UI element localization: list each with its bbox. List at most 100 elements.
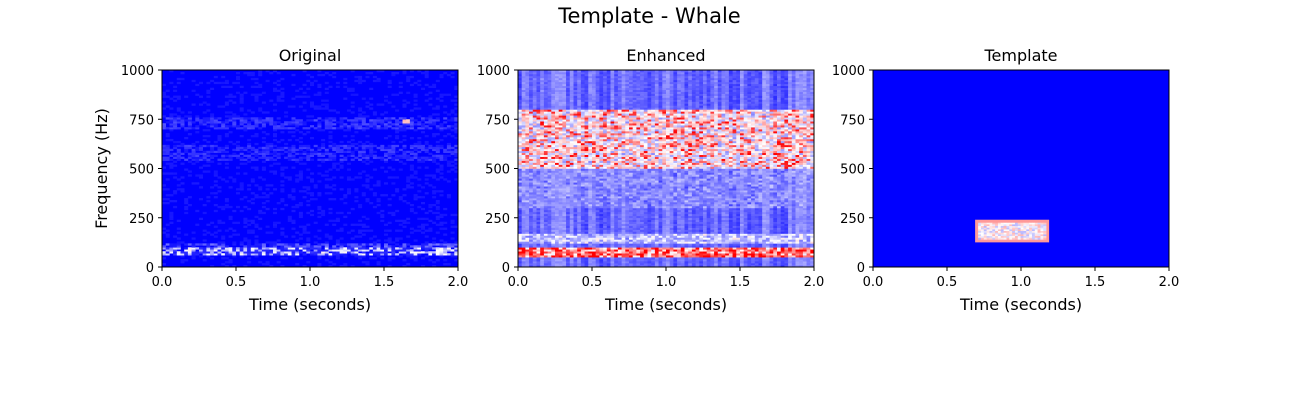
heatmap-cell: [365, 123, 370, 126]
heatmap-cell: [603, 144, 608, 148]
heatmap-cell: [588, 131, 593, 134]
heatmap-cell: [543, 117, 548, 120]
heatmap-cell: [369, 119, 374, 122]
heatmap-cell: [250, 135, 255, 138]
heatmap-cell: [361, 150, 366, 154]
heatmap-cell: [595, 158, 600, 161]
heatmap-cell: [269, 121, 274, 124]
heatmap-cell: [354, 75, 359, 79]
heatmap-cell: [569, 99, 574, 102]
heatmap-cell: [543, 109, 548, 112]
heatmap-cell: [232, 142, 237, 146]
heatmap-cell: [532, 215, 537, 219]
heatmap-cell: [573, 221, 578, 224]
heatmap-cell: [592, 237, 596, 240]
heatmap-cell: [521, 123, 526, 126]
heatmap-cell: [317, 73, 322, 77]
heatmap-cell: [569, 176, 574, 179]
heatmap-cell: [566, 87, 571, 90]
heatmap-cell: [247, 109, 252, 112]
heatmap-cell: [162, 172, 166, 175]
heatmap-cell: [518, 201, 522, 205]
heatmap-cell: [358, 253, 363, 256]
heatmap-cell: [521, 172, 526, 175]
heatmap-cell: [254, 196, 259, 199]
heatmap-cell: [529, 261, 534, 264]
heatmap-cell: [328, 255, 333, 258]
heatmap-cell: [580, 241, 585, 244]
heatmap-cell: [580, 93, 585, 96]
heatmap-cell: [551, 207, 556, 211]
heatmap-cell: [536, 115, 541, 118]
heatmap-cell: [525, 109, 530, 112]
heatmap-cell: [569, 186, 574, 189]
heatmap-cell: [595, 156, 600, 159]
heatmap-cell: [543, 190, 548, 193]
heatmap-cell: [413, 170, 418, 173]
heatmap-cell: [221, 207, 226, 211]
heatmap-cell: [555, 217, 559, 221]
heatmap-cell: [443, 247, 448, 250]
heatmap-cell: [213, 144, 218, 148]
heatmap-cell: [566, 225, 571, 228]
heatmap-cell: [555, 144, 559, 148]
heatmap-cell: [206, 95, 211, 98]
heatmap-cell: [269, 142, 274, 146]
heatmap-cell: [580, 87, 585, 90]
heatmap-cell: [310, 192, 314, 195]
heatmap-cell: [324, 103, 329, 106]
heatmap-cell: [595, 251, 600, 254]
heatmap-cell: [406, 251, 411, 254]
heatmap-cell: [540, 257, 545, 260]
heatmap-cell: [232, 229, 237, 232]
heatmap-cell: [184, 207, 189, 211]
heatmap-cell: [454, 158, 458, 161]
heatmap-cell: [180, 144, 185, 148]
heatmap-cell: [273, 241, 277, 244]
heatmap-cell: [228, 186, 233, 189]
heatmap-cell: [573, 174, 578, 177]
heatmap-cell: [162, 146, 166, 150]
heatmap-cell: [566, 162, 571, 165]
heatmap-cell: [592, 231, 596, 234]
heatmap-cell: [606, 211, 611, 215]
heatmap-cell: [435, 127, 440, 130]
heatmap-cell: [439, 168, 444, 171]
heatmap-cell: [324, 253, 329, 256]
heatmap-cell: [195, 156, 200, 159]
heatmap-cell: [547, 156, 552, 159]
heatmap-cell: [165, 146, 170, 150]
heatmap-cell: [291, 255, 296, 258]
heatmap-cell: [269, 170, 274, 173]
heatmap-cell: [536, 192, 541, 195]
heatmap-cell: [380, 158, 385, 161]
heatmap-cell: [518, 227, 522, 230]
heatmap-cell: [551, 113, 556, 116]
heatmap-cell: [387, 249, 392, 252]
heatmap-cell: [343, 156, 348, 159]
heatmap-cell: [588, 253, 593, 256]
heatmap-cell: [521, 243, 526, 246]
heatmap-cell: [540, 188, 545, 191]
heatmap-cell: [577, 75, 582, 79]
heatmap-cell: [387, 117, 392, 120]
heatmap-cell: [409, 245, 414, 248]
heatmap-cell: [280, 231, 285, 234]
heatmap-cell: [369, 148, 374, 152]
heatmap-cell: [577, 91, 582, 94]
heatmap-cell: [566, 93, 571, 96]
heatmap-cell: [518, 71, 522, 75]
heatmap-cell: [343, 201, 348, 205]
heatmap-cell: [562, 263, 567, 266]
heatmap-cell: [224, 127, 229, 130]
heatmap-cell: [603, 150, 608, 154]
heatmap-cell: [372, 79, 377, 83]
heatmap-cell: [313, 79, 318, 83]
heatmap-cell: [217, 81, 222, 85]
heatmap-cell: [402, 221, 407, 224]
heatmap-cell: [298, 247, 303, 250]
heatmap-cell: [592, 235, 596, 238]
heatmap-cell: [588, 87, 593, 90]
heatmap-cell: [247, 229, 252, 232]
heatmap-cell: [365, 140, 370, 144]
